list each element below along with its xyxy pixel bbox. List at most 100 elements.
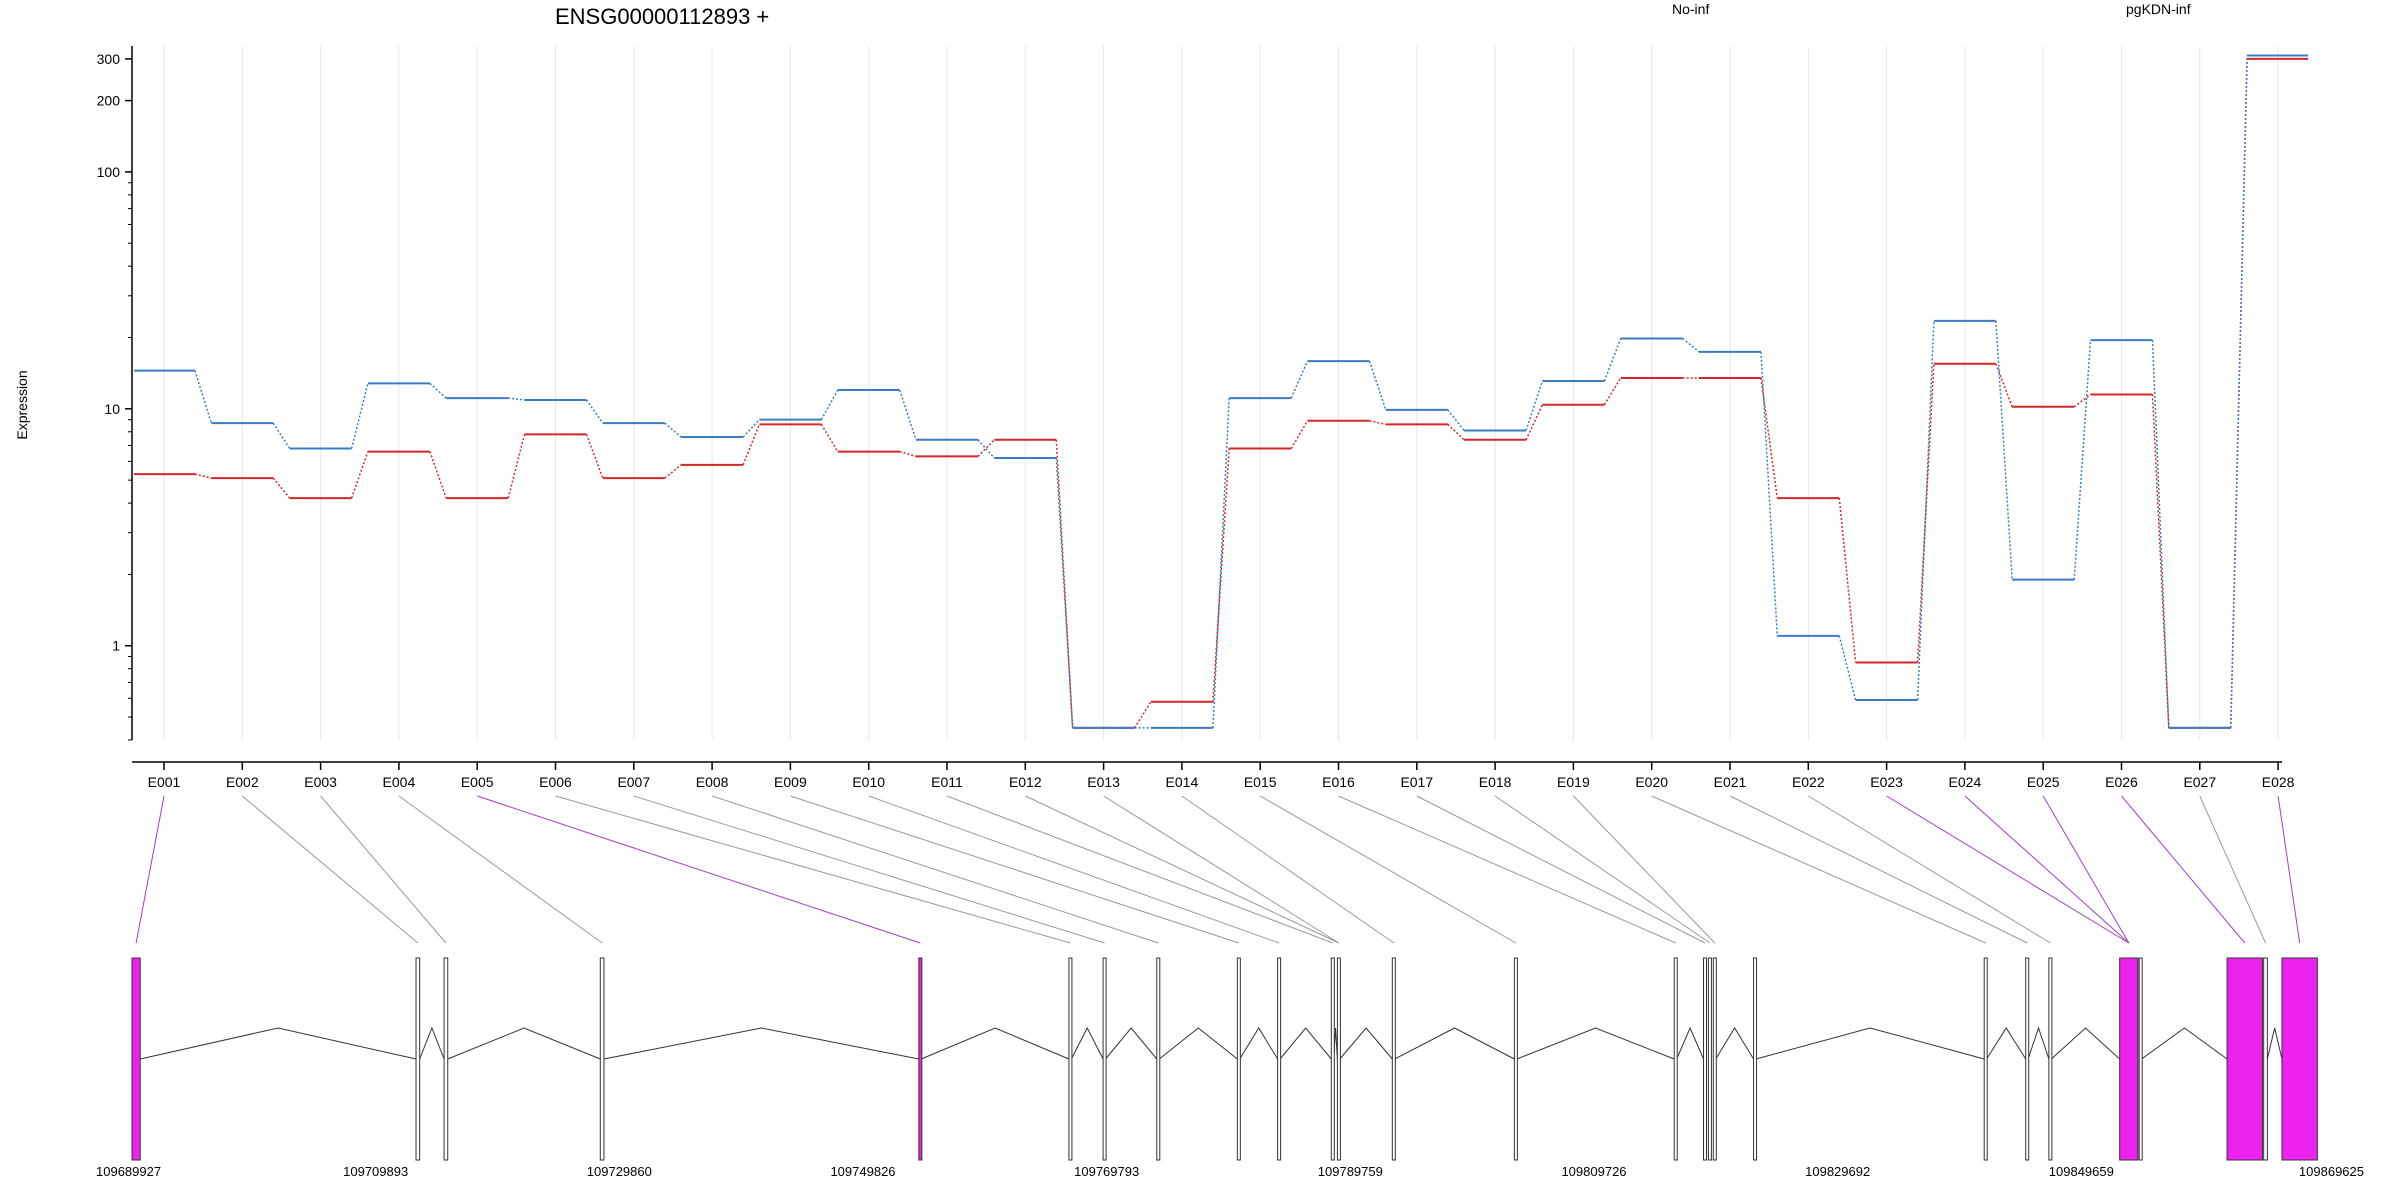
- coordinate-label: 109689927: [96, 1164, 161, 1179]
- series-connector: [429, 382, 447, 399]
- intron-line: [1158, 1027, 1238, 1060]
- x-tick-label-e005: E005: [461, 774, 494, 790]
- x-tick-label-e020: E020: [1635, 774, 1668, 790]
- bin-exon-link: [1573, 795, 1716, 944]
- x-tick-label-e014: E014: [1166, 774, 1199, 790]
- bin-exon-link: [555, 795, 1071, 944]
- exon-block: [1707, 957, 1712, 1161]
- series-connector: [1838, 497, 1857, 663]
- series-connector: [1290, 420, 1309, 449]
- bin-exon-link: [1181, 795, 1395, 944]
- series-connector: [1368, 360, 1387, 411]
- coordinate-label: 109729860: [587, 1164, 652, 1179]
- series-connector: [194, 370, 213, 424]
- bin-exon-link: [1494, 795, 1711, 944]
- series-connector: [2230, 55, 2248, 728]
- series-connector: [2151, 394, 2170, 728]
- exon-block: [2025, 957, 2030, 1161]
- coordinate-label: 109709893: [343, 1164, 408, 1179]
- series-connector: [507, 434, 526, 499]
- x-tick-label-e025: E025: [2027, 774, 2060, 790]
- bin-exon-link: [477, 795, 921, 944]
- series-connector: [977, 439, 995, 457]
- y-axis-label: Expression: [14, 370, 30, 439]
- intron-line: [1239, 1027, 1279, 1060]
- x-tick-label-e004: E004: [383, 774, 416, 790]
- exon-block: [2138, 957, 2143, 1161]
- exon-block: [2048, 957, 2053, 1161]
- series-connector: [1916, 320, 1935, 701]
- x-tick-label-e006: E006: [539, 774, 572, 790]
- bin-exon-link: [1103, 795, 1340, 944]
- series-connector: [1055, 439, 1074, 728]
- series-connector: [1133, 701, 1152, 729]
- grid-layer: [163, 46, 2279, 740]
- intron-line: [1715, 1027, 1754, 1060]
- x-tick-label-e028: E028: [2262, 774, 2295, 790]
- intron-line: [921, 1027, 1070, 1060]
- series-connector: [429, 451, 447, 499]
- series-connector: [1290, 360, 1309, 399]
- series-connector: [272, 477, 291, 499]
- series-connector: [1760, 351, 1779, 636]
- x-tick-label-e009: E009: [774, 774, 807, 790]
- exon-block: [131, 957, 141, 1161]
- exon-block: [1983, 957, 1988, 1161]
- intron-line: [1394, 1027, 1515, 1060]
- exon-block: [918, 957, 923, 1161]
- exon-block: [2226, 957, 2263, 1161]
- gene-model: [131, 957, 2318, 1161]
- y-tick-label: 10: [104, 401, 120, 417]
- bin-exon-link: [1729, 795, 2028, 944]
- intron-line: [603, 1027, 919, 1060]
- series-connector: [742, 424, 761, 466]
- y-tick-label: 200: [97, 93, 121, 109]
- legend-pgkdn-inf: pgKDN-inf: [2126, 1, 2191, 17]
- series-connector: [1838, 635, 1857, 701]
- coordinate-label: 109809726: [1561, 1164, 1626, 1179]
- x-tick-label-e013: E013: [1087, 774, 1120, 790]
- coordinate-label: 109769793: [1074, 1164, 1139, 1179]
- exon-block: [599, 957, 605, 1161]
- bin-exon-link: [1416, 795, 1706, 944]
- coordinate-axis: 109689927 109709893 109729860 109749826 1097…: [96, 1164, 2364, 1179]
- y-tick-label: 100: [97, 164, 121, 180]
- exon-block: [1712, 957, 1717, 1161]
- bin-exon-link: [135, 795, 165, 944]
- intron-line: [1279, 1027, 1332, 1060]
- bin-exon-link: [790, 795, 1239, 944]
- x-tick-label-e003: E003: [304, 774, 337, 790]
- series-connector: [1603, 338, 1622, 382]
- intron-line: [140, 1027, 417, 1060]
- bin-exon-link: [1808, 795, 2051, 944]
- intron-line: [2027, 1026, 2050, 1060]
- series-connector: [350, 451, 369, 499]
- coordinate-label: 109749826: [830, 1164, 895, 1179]
- series-connector: [898, 389, 917, 441]
- series-no-inf: [134, 57, 2309, 729]
- exon-block: [1156, 957, 1161, 1161]
- intron-line: [1755, 1027, 1985, 1060]
- bin-exon-link: [1886, 795, 2130, 944]
- exon-block: [1703, 957, 1708, 1161]
- x-tick-label-e007: E007: [617, 774, 650, 790]
- bin-exon-link: [320, 795, 447, 944]
- chart-title: ENSG00000112893 +: [555, 4, 769, 29]
- series-connector: [742, 419, 760, 438]
- series-connector: [820, 423, 839, 452]
- x-tick-label-e001: E001: [148, 774, 181, 790]
- bin-exon-link: [1259, 795, 1517, 944]
- coordinate-label: 109789759: [1318, 1164, 1383, 1179]
- series-connector: [899, 450, 917, 458]
- x-tick-label-e002: E002: [226, 774, 259, 790]
- x-tick-label-e019: E019: [1557, 774, 1590, 790]
- exon-block: [2263, 957, 2268, 1161]
- series-connector: [2151, 340, 2170, 728]
- bin-exon-link: [946, 795, 1333, 944]
- series-connector: [820, 389, 839, 421]
- x-tick-label-e008: E008: [696, 774, 729, 790]
- exon-block: [1391, 957, 1396, 1161]
- series-pgkdn-inf: [134, 54, 2309, 729]
- x-tick-label-e022: E022: [1792, 774, 1825, 790]
